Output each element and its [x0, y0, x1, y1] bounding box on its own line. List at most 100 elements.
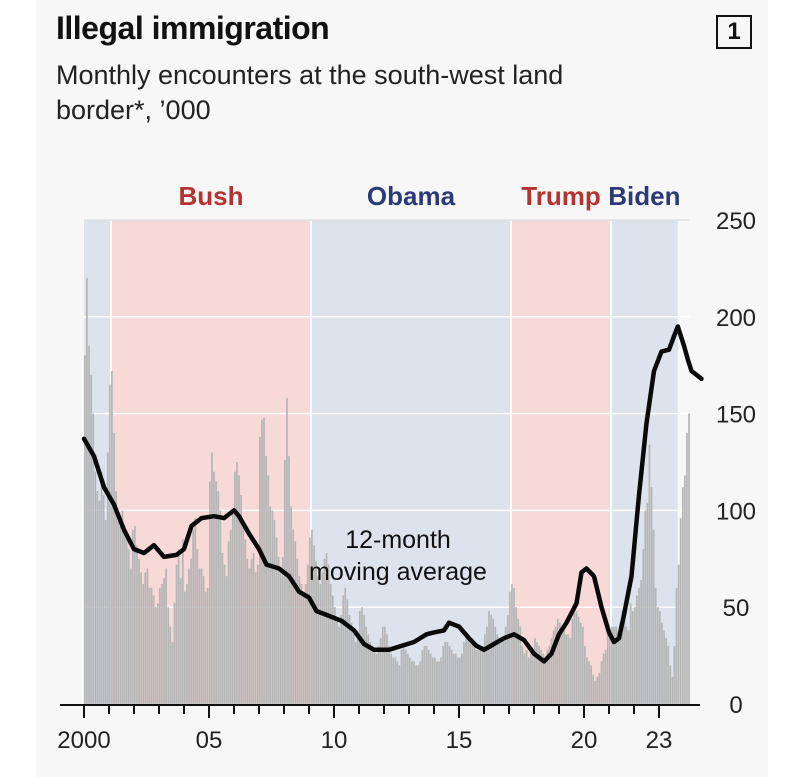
- x-tick-label: 10: [321, 727, 348, 754]
- bar: [163, 578, 165, 704]
- bar: [361, 607, 363, 704]
- bar: [523, 653, 526, 704]
- x-tick-label: 05: [196, 727, 223, 754]
- bar: [479, 649, 482, 704]
- bar: [269, 506, 272, 704]
- bar: [175, 564, 178, 704]
- bar: [425, 645, 428, 704]
- bar: [502, 638, 505, 704]
- bar: [588, 661, 590, 704]
- bar: [617, 630, 620, 704]
- bar: [577, 616, 580, 704]
- bar: [469, 638, 472, 704]
- bar: [642, 549, 645, 704]
- bar: [413, 661, 415, 704]
- bar: [406, 653, 409, 704]
- bar: [498, 638, 501, 704]
- bar: [623, 603, 626, 704]
- bar: [473, 645, 476, 704]
- bar: [521, 645, 524, 704]
- bar: [102, 494, 105, 704]
- bar: [221, 552, 224, 704]
- bar: [179, 578, 182, 704]
- bar: [217, 491, 220, 704]
- bar: [567, 634, 570, 704]
- bar: [504, 626, 507, 704]
- bar: [311, 529, 313, 704]
- bar: [352, 634, 355, 704]
- bar: [161, 583, 163, 704]
- bar: [113, 432, 115, 704]
- bar: [494, 626, 497, 704]
- bar: [573, 613, 576, 704]
- bar: [542, 653, 545, 704]
- bar: [604, 649, 607, 704]
- bar: [534, 638, 536, 704]
- bar: [146, 568, 149, 704]
- bar: [517, 618, 520, 704]
- bar: [434, 657, 436, 704]
- bar: [342, 595, 345, 704]
- bar: [438, 661, 440, 704]
- bar: [609, 630, 611, 704]
- bar: [381, 626, 384, 704]
- bar: [531, 649, 534, 704]
- bar: [544, 657, 547, 704]
- bar: [552, 630, 555, 704]
- bar: [277, 556, 280, 704]
- bar: [634, 607, 636, 704]
- chart-subtitle: Monthly encounters at the south-west lan…: [56, 60, 564, 125]
- bar: [119, 525, 122, 704]
- bar: [384, 626, 386, 704]
- bar: [284, 460, 286, 704]
- bar: [252, 552, 255, 704]
- bar: [669, 665, 672, 704]
- bar: [244, 539, 247, 704]
- bar: [194, 518, 197, 704]
- bar: [367, 634, 370, 704]
- bar: [554, 626, 557, 704]
- bar: [350, 622, 353, 704]
- bar: [313, 545, 315, 704]
- bar: [265, 456, 267, 704]
- bar: [215, 481, 217, 704]
- bar: [515, 607, 517, 704]
- bar: [196, 549, 199, 704]
- bar: [275, 537, 278, 704]
- bar: [611, 626, 613, 704]
- bar: [563, 630, 565, 704]
- bar: [254, 572, 257, 704]
- bar: [681, 487, 684, 704]
- bar: [615, 626, 617, 704]
- bar: [581, 626, 584, 704]
- bar: [261, 419, 263, 704]
- bar: [559, 622, 561, 704]
- bar: [200, 568, 203, 704]
- bar: [631, 611, 634, 704]
- bar: [527, 657, 530, 704]
- bar: [292, 529, 295, 704]
- bar: [404, 649, 407, 704]
- bar: [344, 587, 347, 704]
- bar: [329, 583, 332, 704]
- bar: [467, 634, 470, 704]
- bar: [409, 657, 411, 704]
- bar: [579, 622, 582, 704]
- bar: [540, 649, 542, 704]
- bar: [454, 653, 457, 704]
- bar: [229, 529, 232, 704]
- bar: [173, 603, 176, 704]
- bar: [90, 374, 92, 704]
- era-band-bush: [111, 220, 311, 704]
- bar: [388, 645, 390, 704]
- bar: [231, 514, 234, 704]
- chart-title: Illegal immigration: [56, 10, 330, 46]
- bar: [396, 661, 399, 704]
- y-tick-label: 50: [723, 595, 750, 622]
- bar: [169, 626, 172, 704]
- bar: [419, 661, 422, 704]
- bar: [154, 607, 157, 704]
- bar: [565, 634, 567, 704]
- bar: [356, 630, 359, 704]
- bar: [306, 564, 309, 704]
